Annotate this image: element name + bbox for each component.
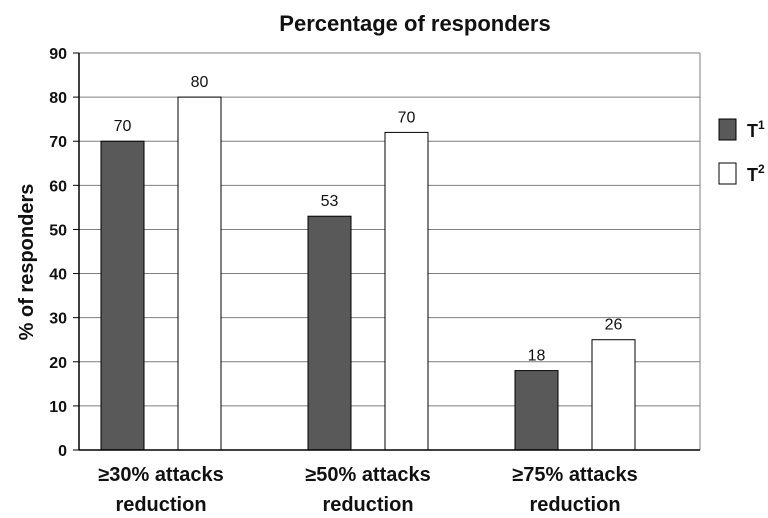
y-tick-label: 30 xyxy=(49,311,67,328)
data-label: 18 xyxy=(528,348,546,365)
data-label: 70 xyxy=(398,109,416,126)
legend-label-text: T xyxy=(747,165,758,185)
y-tick-label: 90 xyxy=(49,46,67,63)
legend-label-1: T1 xyxy=(747,118,765,141)
y-tick-label: 40 xyxy=(49,267,67,284)
y-axis-ticks: 0 10 20 30 40 50 60 70 80 90 xyxy=(49,46,79,460)
legend-label-superscript: 2 xyxy=(758,162,765,176)
bars xyxy=(100,96,636,451)
y-tick-label: 20 xyxy=(49,355,67,372)
x-axis-ticks: ≥30% attacks reduction ≥50% attacks reducti… xyxy=(98,464,638,516)
x-tick-label: reduction xyxy=(322,494,413,516)
bar-series-2-cat-3 xyxy=(591,339,636,451)
chart-title: Percentage of responders xyxy=(279,11,550,36)
x-tick-label: ≥50% attacks xyxy=(305,464,431,486)
bar-series-1-cat-1 xyxy=(100,140,145,451)
bar-series-1-cat-3 xyxy=(514,370,559,451)
x-tick-label: reduction xyxy=(115,494,206,516)
legend-label-text: T xyxy=(747,121,758,141)
data-label: 70 xyxy=(114,118,132,135)
data-label: 26 xyxy=(605,317,623,334)
data-label: 80 xyxy=(191,74,209,91)
y-tick-label: 50 xyxy=(49,222,67,239)
x-tick-label: ≥30% attacks xyxy=(98,464,224,486)
x-tick-label: ≥75% attacks xyxy=(512,464,638,486)
y-axis-label: % of responders xyxy=(16,184,38,341)
legend-label-2: T2 xyxy=(747,162,765,185)
plot-frame xyxy=(78,52,701,451)
data-labels: 70 53 18 80 70 26 xyxy=(114,74,623,364)
y-tick-label: 0 xyxy=(58,443,67,460)
legend-swatch-2 xyxy=(718,162,737,185)
y-tick-label: 10 xyxy=(49,399,67,416)
data-label: 53 xyxy=(321,193,339,210)
bar-series-2-cat-1 xyxy=(177,96,222,451)
x-tick-label: reduction xyxy=(529,494,620,516)
y-tick-label: 60 xyxy=(49,178,67,195)
legend-label-superscript: 1 xyxy=(758,118,765,132)
bar-series-1-cat-2 xyxy=(307,215,352,451)
legend-swatch-1 xyxy=(718,118,737,141)
bar-series-2-cat-2 xyxy=(384,131,429,451)
y-tick-label: 80 xyxy=(49,90,67,107)
y-tick-label: 70 xyxy=(49,134,67,151)
